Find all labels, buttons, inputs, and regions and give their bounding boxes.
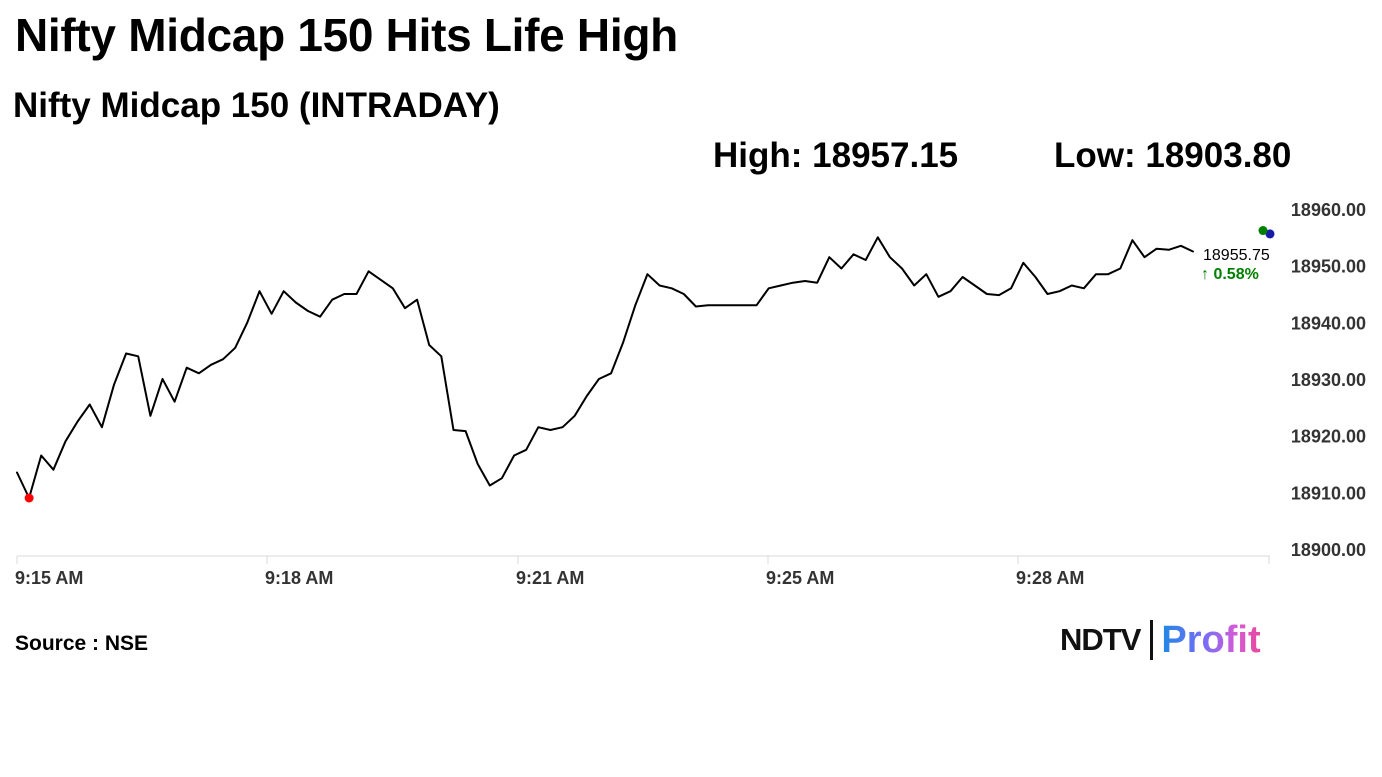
x-tick-label: 9:21 AM bbox=[516, 568, 584, 588]
y-tick-label: 18920.00 bbox=[1291, 427, 1366, 447]
price-line bbox=[16, 236, 1194, 499]
last-value-label: 18955.75 bbox=[1203, 247, 1270, 264]
logo-divider bbox=[1150, 620, 1154, 660]
y-tick-label: 18900.00 bbox=[1291, 540, 1366, 560]
y-tick-label: 18910.00 bbox=[1291, 483, 1366, 503]
headline: Nifty Midcap 150 Hits Life High bbox=[15, 9, 678, 61]
low-marker bbox=[24, 493, 34, 503]
brand-logo: NDTV Profit bbox=[1060, 618, 1261, 662]
x-tick-label: 9:18 AM bbox=[265, 568, 333, 588]
y-tick-label: 18950.00 bbox=[1291, 257, 1366, 277]
logo-ndtv: NDTV bbox=[1060, 622, 1141, 657]
current-marker bbox=[1265, 229, 1275, 239]
y-tick-label: 18960.00 bbox=[1291, 200, 1366, 220]
chart-title: Nifty Midcap 150 (INTRADAY) bbox=[13, 86, 500, 125]
high-stat: High: 18957.15 bbox=[713, 136, 959, 175]
low-stat: Low: 18903.80 bbox=[1054, 136, 1292, 175]
x-tick-label: 9:15 AM bbox=[15, 568, 83, 588]
change-label: ↑ 0.58% bbox=[1201, 266, 1259, 283]
logo-profit: Profit bbox=[1161, 618, 1261, 661]
y-tick-label: 18940.00 bbox=[1291, 313, 1366, 333]
high-marker bbox=[1258, 226, 1268, 236]
source-label: Source : NSE bbox=[15, 632, 149, 655]
x-tick-label: 9:28 AM bbox=[1016, 568, 1084, 588]
y-tick-label: 18930.00 bbox=[1291, 370, 1366, 390]
x-tick-label: 9:25 AM bbox=[766, 568, 834, 588]
